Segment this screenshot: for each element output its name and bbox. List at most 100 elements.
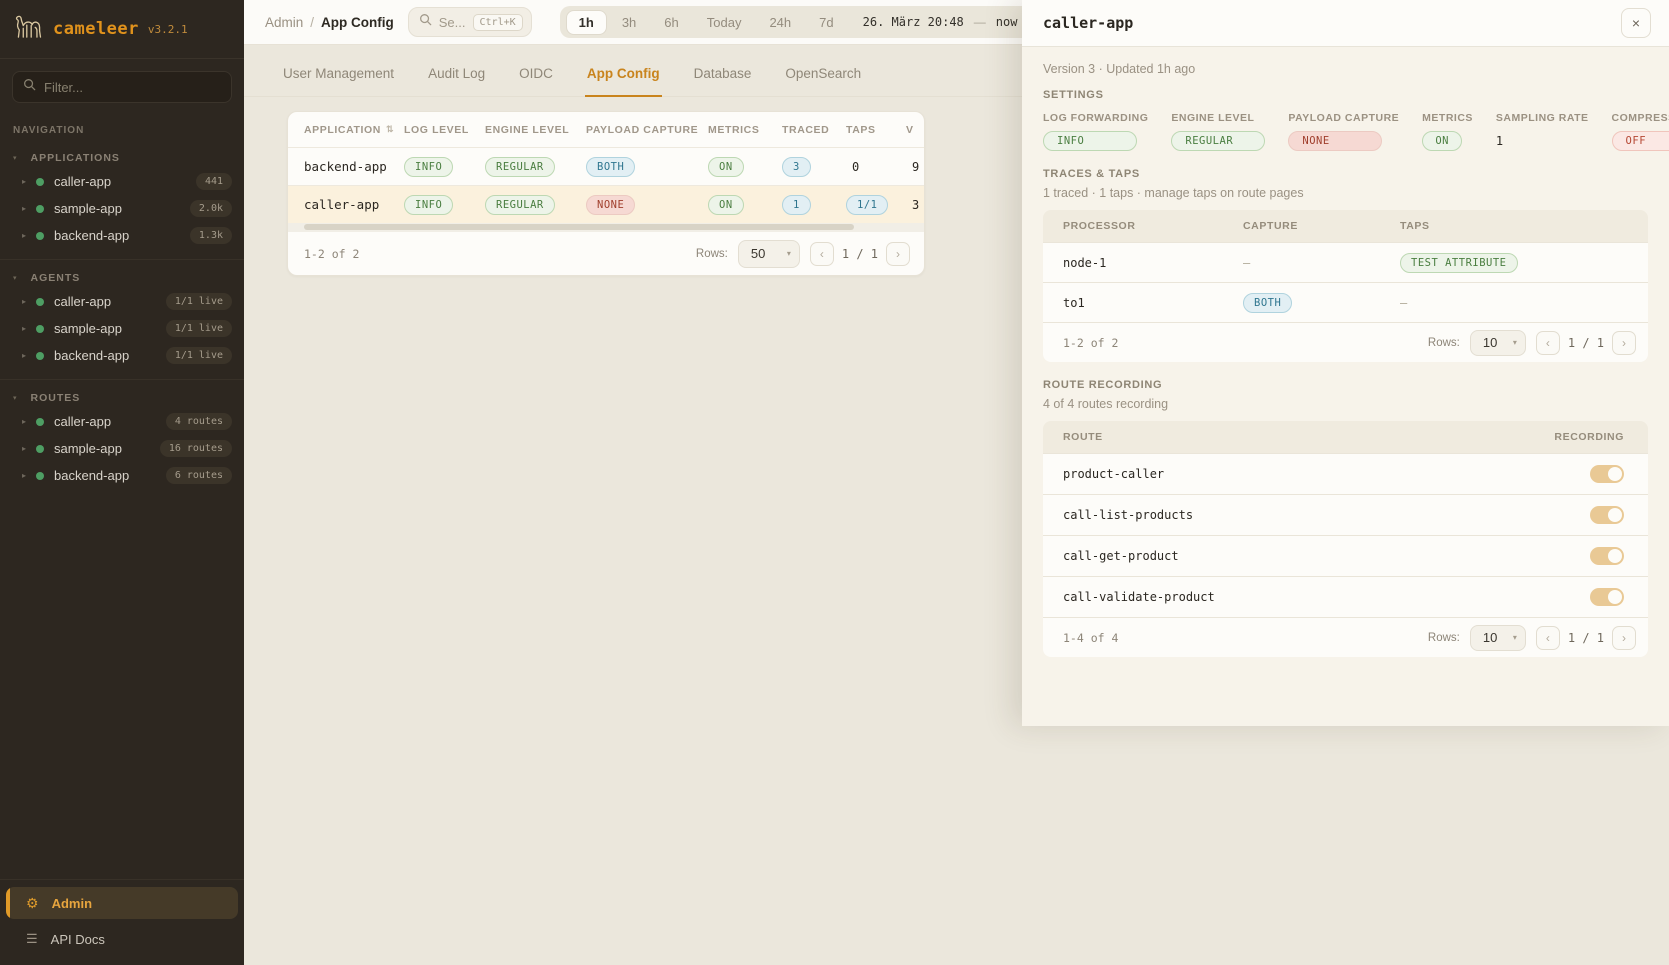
payload-capture-badge: NONE	[586, 194, 636, 215]
chevron-right-icon[interactable]: ▸	[22, 324, 27, 333]
log-forwarding-select[interactable]: INFO	[1043, 131, 1137, 151]
app-name: cameleer	[53, 19, 139, 39]
sidebar-item-api-docs[interactable]: ☰ API Docs	[26, 931, 105, 947]
recording-row-call-validate-product: call-validate-product	[1043, 576, 1648, 617]
sort-icon[interactable]: ⇅	[386, 124, 395, 134]
tab-audit-log[interactable]: Audit Log	[428, 66, 486, 81]
prev-page-button[interactable]: ‹	[809, 241, 834, 266]
rows-per-page-select[interactable]: 10 ▾	[1469, 329, 1526, 356]
metrics-select[interactable]: ON	[1422, 131, 1463, 151]
sidebar-item-routes-caller-app[interactable]: ▸ caller-app 4 routes	[0, 408, 244, 435]
recording-table-header: ROUTE RECORDING	[1043, 421, 1648, 453]
tab-opensearch[interactable]: OpenSearch	[785, 66, 862, 81]
sidebar-item-routes-backend-app[interactable]: ▸ backend-app 6 routes	[0, 462, 244, 489]
camel-logo-icon	[14, 13, 44, 45]
range-1h[interactable]: 1h	[565, 9, 607, 35]
traces-row-to1[interactable]: to1 BOTH —	[1043, 282, 1648, 322]
status-dot	[36, 204, 44, 213]
col-log-level: LOG LEVEL	[404, 123, 469, 136]
col-version: V	[906, 123, 914, 136]
compress-success-select[interactable]: OFF	[1611, 131, 1669, 151]
sidebar-item-admin[interactable]: ⚙ Admin	[6, 887, 238, 919]
chevron-right-icon[interactable]: ▸	[22, 351, 27, 360]
row-range: 1-4 of 4	[1063, 630, 1119, 645]
section-header-agents[interactable]: ▾ AGENTS	[13, 272, 81, 284]
section-header-routes[interactable]: ▾ ROUTES	[13, 392, 81, 404]
tab-app-config[interactable]: App Config	[584, 58, 662, 97]
panel-title: caller-app	[1043, 14, 1134, 32]
global-search[interactable]: Se... Ctrl+K	[407, 7, 532, 37]
caret-down-icon: ▾	[786, 249, 791, 258]
version-meta: Version 3 · Updated 1h ago	[1043, 62, 1196, 76]
tab-user-management[interactable]: User Management	[283, 66, 395, 81]
chevron-right-icon[interactable]: ▸	[22, 297, 27, 306]
main-content: Admin / App Config Se... Ctrl+K 1h 3h 6h…	[244, 0, 1022, 965]
recording-toggle[interactable]	[1590, 588, 1624, 606]
logo[interactable]: cameleer v3.2.1	[0, 0, 244, 59]
range-today[interactable]: Today	[706, 14, 742, 30]
sidebar-item-routes-sample-app[interactable]: ▸ sample-app 16 routes	[0, 435, 244, 462]
search-icon	[23, 78, 36, 96]
route-recording-table: ROUTE RECORDING product-caller call-list…	[1043, 421, 1648, 657]
next-page-button[interactable]: ›	[886, 241, 910, 266]
section-header-applications[interactable]: ▾ APPLICATIONS	[13, 152, 120, 164]
caret-down-icon: ▾	[1512, 338, 1517, 347]
taps-badge: 1/1	[846, 194, 889, 215]
sidebar-item-applications-sample-app[interactable]: ▸ sample-app 2.0k	[0, 195, 244, 222]
tab-database[interactable]: Database	[693, 66, 752, 81]
chevron-right-icon[interactable]: ▸	[22, 231, 27, 240]
chevron-right-icon[interactable]: ▸	[22, 204, 27, 213]
prev-page-button[interactable]: ‹	[1535, 330, 1560, 355]
range-24h[interactable]: 24h	[769, 14, 792, 30]
traces-row-node-1[interactable]: node-1 — TEST ATTRIBUTE	[1043, 242, 1648, 282]
count-badge: 441	[195, 173, 232, 190]
next-page-button[interactable]: ›	[1612, 625, 1636, 650]
table-row-caller-app[interactable]: caller-app INFO REGULAR NONE ON 1 1/1 3	[288, 185, 924, 223]
close-icon[interactable]: ×	[1621, 8, 1651, 38]
sidebar-item-agents-sample-app[interactable]: ▸ sample-app 1/1 live	[0, 315, 244, 342]
horizontal-scrollbar[interactable]	[288, 223, 924, 232]
next-page-button[interactable]: ›	[1612, 330, 1636, 355]
tab-oidc[interactable]: OIDC	[519, 66, 553, 81]
shortcut-badge: Ctrl+K	[472, 13, 523, 31]
chevron-right-icon[interactable]: ▸	[22, 471, 27, 480]
chevron-right-icon[interactable]: ▸	[22, 177, 27, 186]
divider	[0, 259, 244, 260]
rows-per-page-select[interactable]: 50 ▾	[737, 239, 800, 268]
recording-subtitle: 4 of 4 routes recording	[1043, 397, 1169, 411]
rows-per-page-select[interactable]: 10 ▾	[1469, 624, 1526, 651]
engine-level-select[interactable]: REGULAR	[1171, 131, 1266, 151]
section-applications: ▾ APPLICATIONS ▸ caller-app 441 ▸ sample…	[0, 142, 244, 249]
version-value: 3	[912, 197, 920, 212]
range-6h[interactable]: 6h	[664, 14, 679, 30]
prev-page-button[interactable]: ‹	[1535, 625, 1560, 650]
traces-table-footer: 1-2 of 2 Rows: 10 ▾ ‹ 1 / 1 ›	[1043, 322, 1648, 362]
sidebar-item-agents-caller-app[interactable]: ▸ caller-app 1/1 live	[0, 288, 244, 315]
recording-toggle[interactable]	[1590, 506, 1624, 524]
col-payload-capture: PAYLOAD CAPTURE	[586, 123, 699, 136]
filter-input[interactable]	[44, 79, 221, 95]
date-from[interactable]: 26. März 20:48	[862, 15, 964, 29]
range-7d[interactable]: 7d	[819, 14, 834, 30]
breadcrumb-admin[interactable]: Admin	[265, 14, 304, 30]
table-row-backend-app[interactable]: backend-app INFO REGULAR BOTH ON 3 0 9	[288, 147, 924, 185]
sidebar-item-applications-backend-app[interactable]: ▸ backend-app 1.3k	[0, 222, 244, 249]
routes-badge: 6 routes	[165, 467, 232, 484]
rows-label: Rows:	[695, 247, 728, 260]
chevron-right-icon[interactable]: ▸	[22, 417, 27, 426]
search-icon	[419, 13, 432, 31]
topbar: Admin / App Config Se... Ctrl+K 1h 3h 6h…	[244, 0, 1022, 45]
recording-toggle[interactable]	[1590, 547, 1624, 565]
sidebar-item-agents-backend-app[interactable]: ▸ backend-app 1/1 live	[0, 342, 244, 369]
col-taps: TAPS	[846, 123, 876, 136]
range-3h[interactable]: 3h	[621, 14, 637, 30]
traces-subtitle: 1 traced · 1 taps · manage taps on route…	[1043, 186, 1304, 200]
status-dot	[36, 444, 44, 453]
date-to[interactable]: now	[995, 15, 1018, 29]
section-routes: ▾ ROUTES ▸ caller-app 4 routes ▸ sample-…	[0, 382, 244, 489]
sidebar-item-applications-caller-app[interactable]: ▸ caller-app 441	[0, 168, 244, 195]
scrollbar-thumb[interactable]	[304, 224, 854, 230]
recording-toggle[interactable]	[1590, 465, 1624, 483]
payload-capture-select[interactable]: NONE	[1288, 131, 1383, 151]
chevron-right-icon[interactable]: ▸	[22, 444, 27, 453]
